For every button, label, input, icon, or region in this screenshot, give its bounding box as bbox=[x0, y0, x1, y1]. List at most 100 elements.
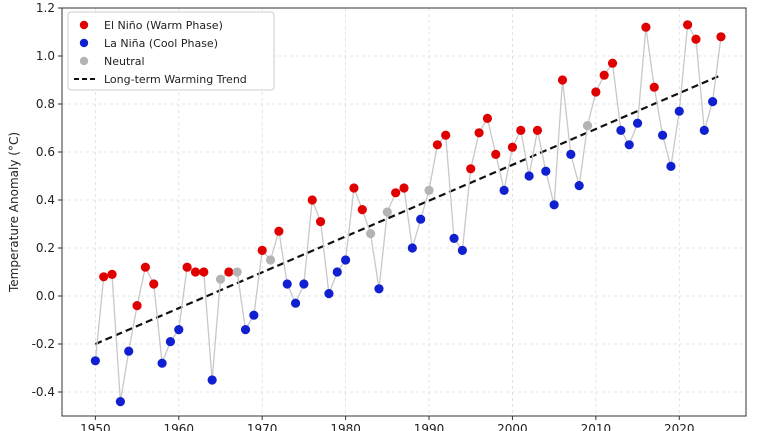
data-point-el-nino bbox=[99, 272, 109, 282]
data-point-la-nina bbox=[416, 214, 426, 224]
data-point-el-nino bbox=[683, 20, 693, 30]
trend-layer bbox=[94, 74, 722, 346]
data-point-el-nino bbox=[199, 267, 209, 277]
data-point-el-nino bbox=[224, 267, 234, 277]
data-point-el-nino bbox=[399, 183, 409, 193]
axes-layer: -0.4 -0.2 0.0 0.2 0.4 0.6 0.8 1.0 1.2 1950 1960 197… bbox=[32, 1, 747, 431]
data-point-neutral bbox=[582, 121, 593, 131]
data-point-el-nino bbox=[132, 301, 142, 311]
y-tick-label: 0.8 bbox=[36, 97, 55, 111]
data-point-el-nino bbox=[474, 128, 484, 138]
grid-layer bbox=[62, 7, 746, 416]
data-point-el-nino bbox=[466, 164, 476, 174]
y-tick-label: 0.0 bbox=[36, 289, 55, 303]
data-point-el-nino bbox=[482, 113, 493, 123]
data-point-el-nino bbox=[307, 195, 317, 205]
legend-label: El Niño (Warm Phase) bbox=[104, 19, 223, 32]
data-point-la-nina bbox=[282, 279, 292, 289]
data-point-neutral bbox=[424, 185, 434, 195]
data-point-el-nino bbox=[441, 130, 451, 140]
data-point-la-nina bbox=[407, 243, 417, 253]
y-axis-label: Temperature Anomaly (°C) bbox=[7, 132, 21, 293]
data-point-la-nina bbox=[699, 125, 709, 135]
data-point-neutral bbox=[382, 207, 392, 217]
x-tick-label: 1980 bbox=[330, 422, 361, 431]
data-point-el-nino bbox=[190, 267, 201, 277]
y-tick-label: -0.4 bbox=[32, 385, 55, 399]
data-point-la-nina bbox=[449, 233, 459, 243]
data-point-el-nino bbox=[516, 125, 526, 135]
data-point-el-nino bbox=[607, 58, 618, 68]
data-point-el-nino bbox=[149, 279, 159, 289]
data-point-el-nino bbox=[274, 226, 284, 236]
y-tick-label: 0.4 bbox=[36, 193, 55, 207]
series-layer bbox=[90, 20, 726, 407]
data-point-el-nino bbox=[391, 188, 401, 198]
data-point-la-nina bbox=[657, 130, 668, 140]
plot-frame bbox=[61, 7, 747, 417]
data-point-la-nina bbox=[541, 166, 551, 176]
x-tick-label: 1960 bbox=[164, 422, 195, 431]
data-point-el-nino bbox=[257, 245, 267, 255]
data-point-neutral bbox=[215, 274, 226, 284]
data-point-la-nina bbox=[499, 185, 509, 195]
data-point-el-nino bbox=[491, 149, 501, 159]
y-tick-label: 0.6 bbox=[36, 145, 55, 159]
data-point-la-nina bbox=[566, 149, 576, 159]
data-point-la-nina bbox=[157, 358, 167, 368]
data-point-la-nina bbox=[457, 245, 467, 255]
data-point-la-nina bbox=[165, 337, 176, 347]
data-point-el-nino bbox=[532, 125, 543, 135]
data-point-neutral bbox=[232, 267, 242, 277]
trend-line bbox=[94, 74, 722, 346]
x-tick-label: 1990 bbox=[414, 422, 445, 431]
x-tick-label: 2010 bbox=[581, 422, 612, 431]
data-point-el-nino bbox=[591, 87, 601, 97]
legend-box bbox=[67, 11, 275, 91]
data-point-el-nino bbox=[599, 70, 609, 80]
data-point-la-nina bbox=[674, 106, 684, 116]
data-point-el-nino bbox=[641, 22, 651, 32]
legend-label: La Niña (Cool Phase) bbox=[104, 37, 218, 50]
data-point-el-nino bbox=[182, 262, 192, 272]
data-point-la-nina bbox=[249, 310, 259, 320]
data-point-la-nina bbox=[90, 356, 100, 366]
data-point-el-nino bbox=[357, 205, 367, 215]
legend: El Niño (Warm Phase) La Niña (Cool Phase)… bbox=[67, 11, 275, 91]
y-tick-label: 1.0 bbox=[36, 49, 55, 63]
data-point-el-nino bbox=[649, 82, 659, 92]
data-point-neutral bbox=[366, 229, 376, 239]
data-point-la-nina bbox=[299, 279, 309, 289]
y-tick-label: -0.2 bbox=[32, 337, 55, 351]
data-point-la-nina bbox=[374, 284, 384, 294]
data-point-el-nino bbox=[507, 142, 518, 152]
data-point-el-nino bbox=[315, 217, 326, 227]
data-point-el-nino bbox=[349, 183, 359, 193]
data-point-el-nino bbox=[107, 269, 117, 279]
legend-marker bbox=[79, 56, 89, 66]
data-point-la-nina bbox=[207, 375, 217, 385]
y-tick-label: 1.2 bbox=[36, 1, 55, 15]
data-point-la-nina bbox=[324, 289, 334, 299]
data-point-la-nina bbox=[616, 125, 626, 135]
x-tick-label: 2000 bbox=[497, 422, 528, 431]
data-point-la-nina bbox=[708, 97, 718, 107]
data-point-la-nina bbox=[290, 298, 301, 308]
data-point-la-nina bbox=[115, 397, 125, 407]
data-point-la-nina bbox=[666, 161, 676, 171]
legend-marker bbox=[79, 20, 89, 30]
data-point-el-nino bbox=[557, 75, 568, 85]
data-point-la-nina bbox=[524, 171, 534, 181]
data-point-la-nina bbox=[332, 267, 342, 277]
data-point-neutral bbox=[265, 255, 276, 265]
data-point-la-nina bbox=[549, 200, 559, 210]
legend-label: Long-term Warming Trend bbox=[104, 73, 247, 86]
data-point-la-nina bbox=[574, 181, 584, 191]
legend-marker bbox=[79, 38, 89, 48]
data-point-la-nina bbox=[624, 140, 634, 150]
data-point-la-nina bbox=[174, 325, 184, 335]
data-point-la-nina bbox=[124, 346, 134, 356]
x-tick-label: 1950 bbox=[80, 422, 111, 431]
data-point-el-nino bbox=[432, 140, 442, 150]
